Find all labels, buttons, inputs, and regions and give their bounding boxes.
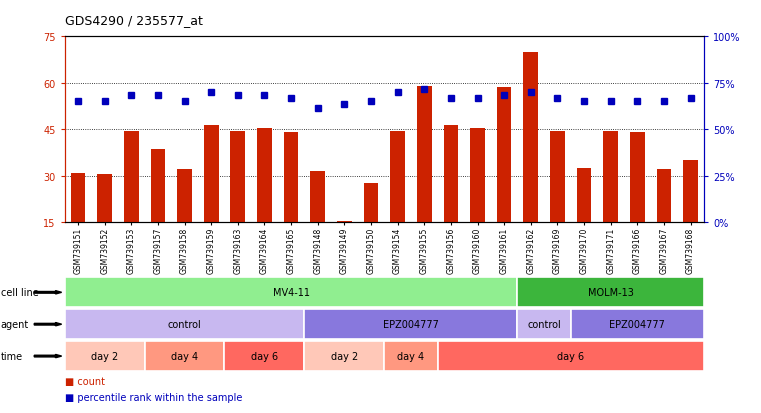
Bar xyxy=(337,221,352,223)
Text: ■ percentile rank within the sample: ■ percentile rank within the sample xyxy=(65,392,242,402)
Bar xyxy=(417,87,431,223)
Text: control: control xyxy=(167,319,202,330)
Bar xyxy=(603,131,618,223)
Text: EPZ004777: EPZ004777 xyxy=(610,319,665,330)
Bar xyxy=(657,170,671,223)
Text: MV4-11: MV4-11 xyxy=(272,287,310,298)
Bar xyxy=(384,341,438,371)
Bar xyxy=(390,131,405,223)
Bar xyxy=(630,133,645,223)
Text: EPZ004777: EPZ004777 xyxy=(383,319,439,330)
Bar xyxy=(517,278,704,307)
Bar xyxy=(364,184,378,223)
Bar xyxy=(204,125,218,223)
Text: MOLM-13: MOLM-13 xyxy=(587,287,634,298)
Text: day 4: day 4 xyxy=(397,351,425,361)
Bar xyxy=(257,128,272,223)
Bar xyxy=(124,131,139,223)
Bar xyxy=(470,128,485,223)
Bar xyxy=(177,170,192,223)
Text: day 6: day 6 xyxy=(251,351,278,361)
Bar xyxy=(151,150,165,223)
Text: day 2: day 2 xyxy=(91,351,118,361)
Bar xyxy=(65,278,517,307)
Text: agent: agent xyxy=(1,319,29,330)
Text: GDS4290 / 235577_at: GDS4290 / 235577_at xyxy=(65,14,202,27)
Bar xyxy=(438,341,704,371)
Bar xyxy=(683,161,698,223)
Text: ■ count: ■ count xyxy=(65,376,105,386)
Bar xyxy=(304,310,517,339)
Bar xyxy=(224,341,304,371)
Bar xyxy=(284,133,298,223)
Bar xyxy=(65,310,304,339)
Bar xyxy=(571,310,704,339)
Bar xyxy=(145,341,224,371)
Text: day 6: day 6 xyxy=(557,351,584,361)
Text: time: time xyxy=(1,351,23,361)
Text: day 4: day 4 xyxy=(171,351,198,361)
Bar xyxy=(550,131,565,223)
Bar xyxy=(497,88,511,223)
Text: cell line: cell line xyxy=(1,287,39,298)
Bar xyxy=(444,125,458,223)
Bar xyxy=(524,52,538,223)
Text: day 2: day 2 xyxy=(331,351,358,361)
Bar xyxy=(304,341,384,371)
Bar xyxy=(71,173,85,223)
Bar xyxy=(231,131,245,223)
Bar xyxy=(577,169,591,223)
Bar xyxy=(310,172,325,223)
Bar xyxy=(97,175,112,223)
Text: control: control xyxy=(527,319,561,330)
Bar xyxy=(517,310,571,339)
Bar xyxy=(65,341,145,371)
